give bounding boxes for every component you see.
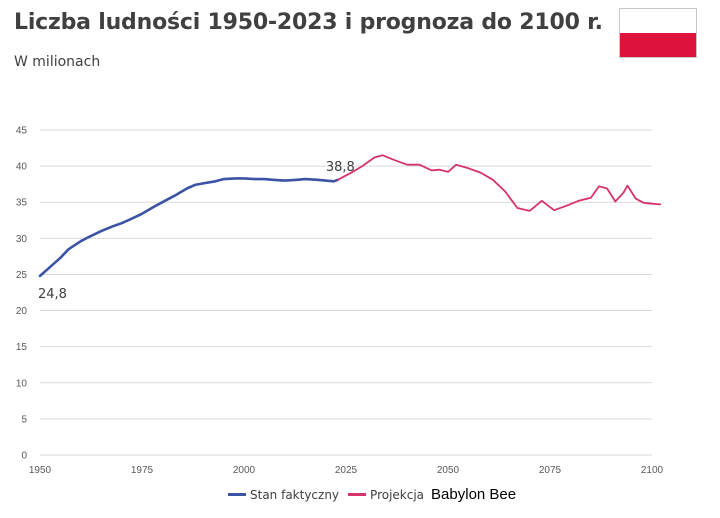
legend-label-actual: Stan faktyczny	[250, 487, 340, 502]
legend-item-actual: Stan faktyczny	[228, 488, 339, 502]
y-tick-label: 45	[16, 126, 28, 137]
y-tick-label: 15	[16, 342, 28, 353]
y-tick-label: 35	[16, 198, 28, 209]
x-tick-label: 2025	[335, 465, 358, 476]
x-tick-label: 1975	[131, 465, 154, 476]
brand-label: Babylon Bee	[431, 486, 517, 503]
x-tick-label: 2075	[539, 465, 562, 476]
y-tick-label: 5	[21, 414, 27, 425]
legend-swatch-projection	[348, 493, 367, 496]
series-line-actual	[38, 177, 340, 278]
legend-swatch-actual	[228, 493, 246, 496]
y-tick-label: 40	[16, 162, 28, 173]
x-tick-label: 2000	[233, 465, 256, 476]
y-tick-label: 20	[16, 306, 28, 317]
y-tick-label: 25	[16, 270, 28, 281]
y-tick-label: 0	[21, 451, 27, 462]
data-label-2023: 38,8	[326, 160, 355, 175]
x-tick-label: 2050	[437, 465, 460, 476]
x-tick-label: 1950	[29, 465, 52, 476]
y-tick-label: 10	[16, 378, 28, 389]
poland-flag-icon	[619, 8, 697, 58]
chart-title: Liczba ludności 1950-2023 i prognoza do …	[14, 10, 603, 35]
flag-red-band	[620, 33, 696, 57]
legend-label-projection: Projekcja	[370, 487, 425, 502]
legend: Stan faktyczny Projekcja Babylon Bee	[228, 486, 516, 503]
series-line-projection	[336, 154, 662, 212]
flag-white-band	[620, 9, 696, 33]
legend-item-projection: Projekcja	[348, 488, 424, 502]
x-tick-label: 2100	[641, 465, 664, 476]
y-tick-label: 30	[16, 234, 28, 245]
data-label-start: 24,8	[38, 287, 67, 302]
chart-subtitle: W milionach	[14, 54, 101, 70]
